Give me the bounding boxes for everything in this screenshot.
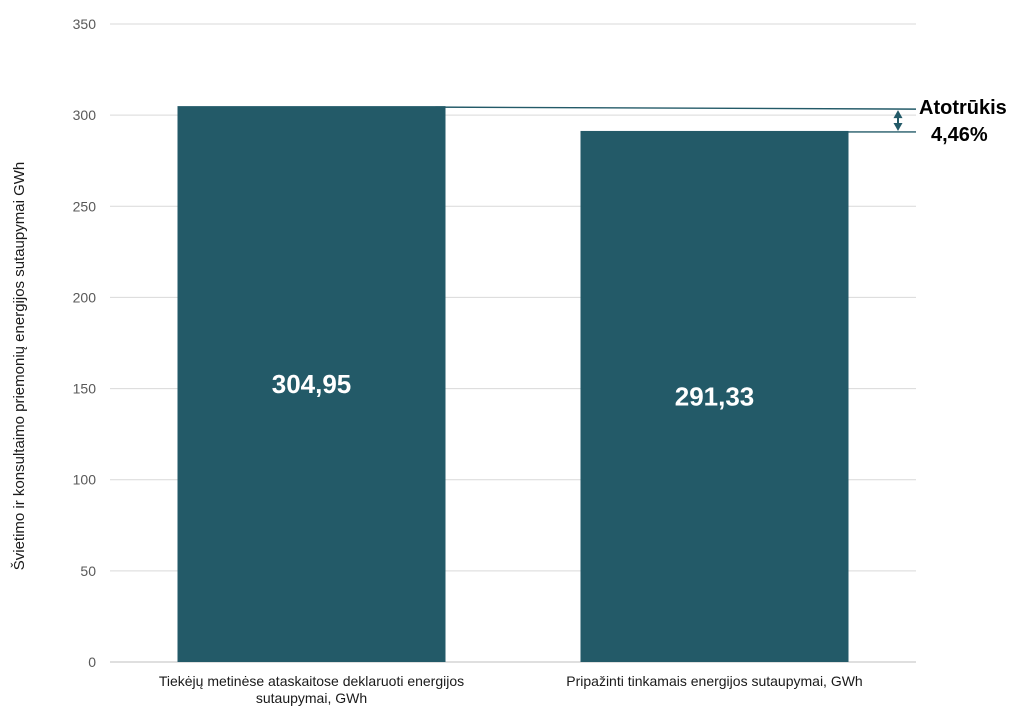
category-label-1: Tiekėjų metinėse ataskaitose deklaruoti …: [159, 673, 464, 706]
data-label-2: 291,33: [675, 381, 755, 411]
category-label-line: sutaupymai, GWh: [256, 690, 367, 706]
gap-arrowhead-down: [893, 122, 903, 131]
y-tick-label: 100: [73, 472, 97, 488]
y-tick-label: 0: [88, 654, 96, 670]
y-tick-label: 150: [73, 381, 97, 397]
y-tick-label: 250: [73, 198, 97, 214]
data-label-1: 304,95: [272, 369, 352, 399]
category-labels: Tiekėjų metinėse ataskaitose deklaruoti …: [159, 673, 863, 706]
bars: 304,95 291,33: [177, 106, 849, 663]
category-label-line: Tiekėjų metinėse ataskaitose deklaruoti …: [159, 673, 464, 689]
gap-annotation-title: Atotrūkis: [919, 97, 1007, 119]
bar-1: [177, 106, 446, 663]
gap-line-top: [435, 106, 917, 110]
y-tick-label: 350: [73, 16, 97, 32]
category-label-line: Pripažinti tinkamais energijos sutaupyma…: [566, 673, 862, 689]
y-axis-label: Švietimo ir konsultaimo priemonių energi…: [11, 162, 28, 571]
gap-annotation: Atotrūkis 4,46%: [435, 97, 1007, 146]
y-tick-label: 50: [80, 563, 96, 579]
y-tick-label: 300: [73, 107, 97, 123]
gap-arrowhead-up: [893, 110, 903, 119]
y-tick-label: 200: [73, 289, 97, 305]
y-axis-ticks: 0 50 100 150 200 250 300 350: [73, 16, 97, 670]
gap-annotation-value: 4,46%: [931, 124, 988, 146]
category-label-2: Pripažinti tinkamais energijos sutaupyma…: [566, 673, 862, 689]
bar-2: [580, 130, 849, 662]
